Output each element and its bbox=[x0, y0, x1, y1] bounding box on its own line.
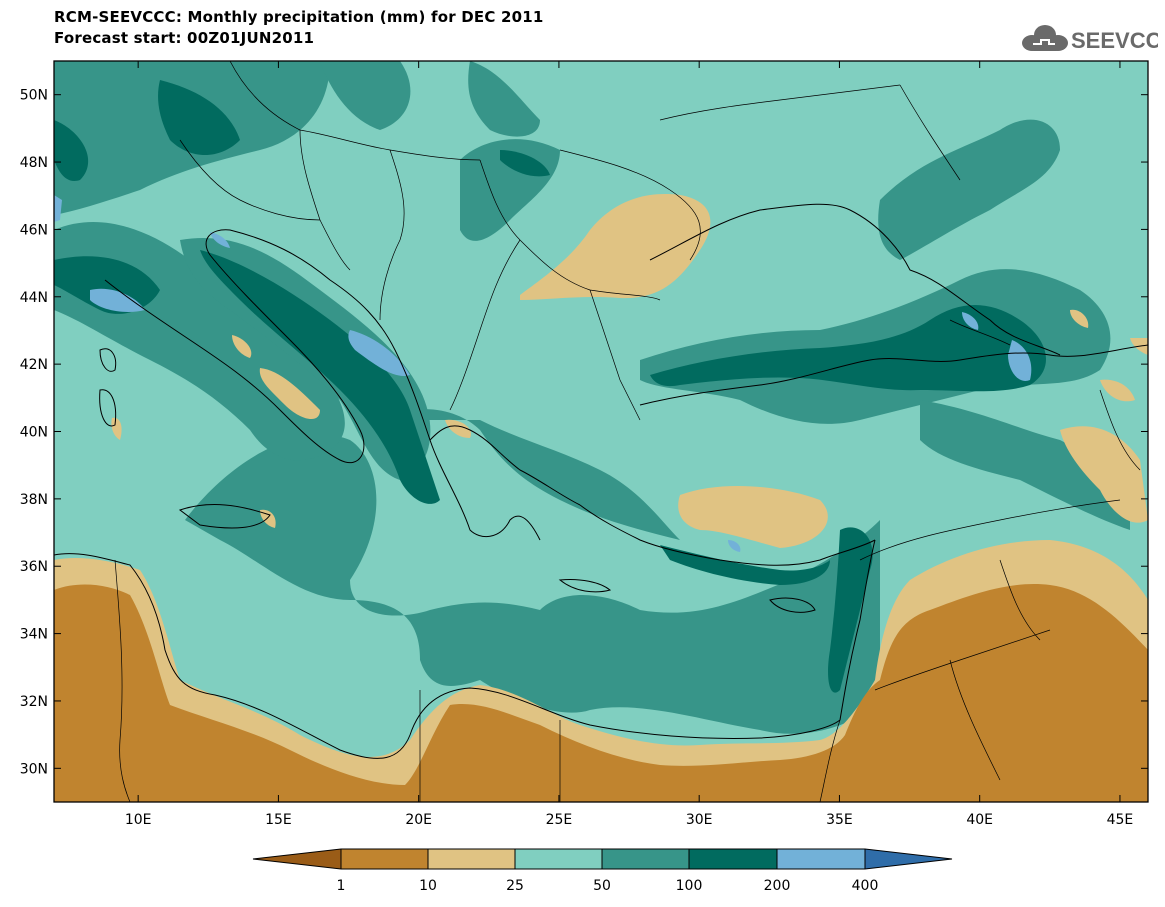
cloud-icon bbox=[1022, 25, 1068, 51]
lat-tick-label: 46N bbox=[20, 222, 48, 238]
legend-swatch bbox=[341, 849, 428, 869]
lon-tick-label: 10E bbox=[125, 812, 152, 828]
lon-tick-label: 15E bbox=[265, 812, 292, 828]
country-borders bbox=[114, 61, 1141, 802]
lat-tick-label: 40N bbox=[20, 425, 48, 441]
lat-tick-label: 44N bbox=[20, 290, 48, 306]
legend-label: 1 bbox=[337, 878, 346, 894]
legend-label: 200 bbox=[764, 878, 791, 894]
seevccc-logo: SEEVCCC bbox=[1018, 22, 1165, 56]
forecast-start-label: Forecast start: 00Z01JUN2011 bbox=[54, 29, 315, 47]
legend-arrow-low bbox=[253, 849, 341, 869]
lon-tick-label: 35E bbox=[826, 812, 853, 828]
legend-label: 10 bbox=[419, 878, 437, 894]
lon-tick-label: 45E bbox=[1107, 812, 1134, 828]
legend-label: 25 bbox=[506, 878, 524, 894]
coastlines bbox=[54, 203, 1148, 759]
legend-swatch bbox=[777, 849, 865, 869]
legend-label: 100 bbox=[676, 878, 703, 894]
lat-tick-label: 48N bbox=[20, 155, 48, 171]
legend-label: 400 bbox=[852, 878, 879, 894]
legend-swatch bbox=[689, 849, 777, 869]
precipitation-field bbox=[54, 61, 1148, 802]
lon-tick-label: 20E bbox=[405, 812, 432, 828]
logo-text: SEEVCCC bbox=[1071, 28, 1158, 53]
lon-tick-label: 30E bbox=[686, 812, 713, 828]
legend-swatch bbox=[602, 849, 689, 869]
legend-arrow-high bbox=[865, 849, 952, 869]
lat-tick-label: 30N bbox=[20, 761, 48, 777]
lon-tick-label: 40E bbox=[966, 812, 993, 828]
lat-tick-label: 38N bbox=[20, 492, 48, 508]
lon-tick-label: 25E bbox=[546, 812, 573, 828]
lat-tick-label: 34N bbox=[20, 627, 48, 643]
lat-tick-label: 50N bbox=[20, 88, 48, 104]
lat-tick-label: 32N bbox=[20, 694, 48, 710]
color-legend: 1 10 25 50 100 200 400 bbox=[252, 848, 953, 894]
legend-label: 50 bbox=[593, 878, 611, 894]
legend-swatch bbox=[515, 849, 602, 869]
axis-ticks: 50N 48N 46N 44N 42N 40N 38N 36N 34N 32N 30N 10E 15E 2… bbox=[20, 61, 1148, 828]
lat-tick-label: 36N bbox=[20, 559, 48, 575]
lat-tick-label: 42N bbox=[20, 357, 48, 373]
map-title: RCM-SEEVCCC: Monthly precipitation (mm) … bbox=[54, 8, 544, 26]
legend-swatch bbox=[428, 849, 515, 869]
